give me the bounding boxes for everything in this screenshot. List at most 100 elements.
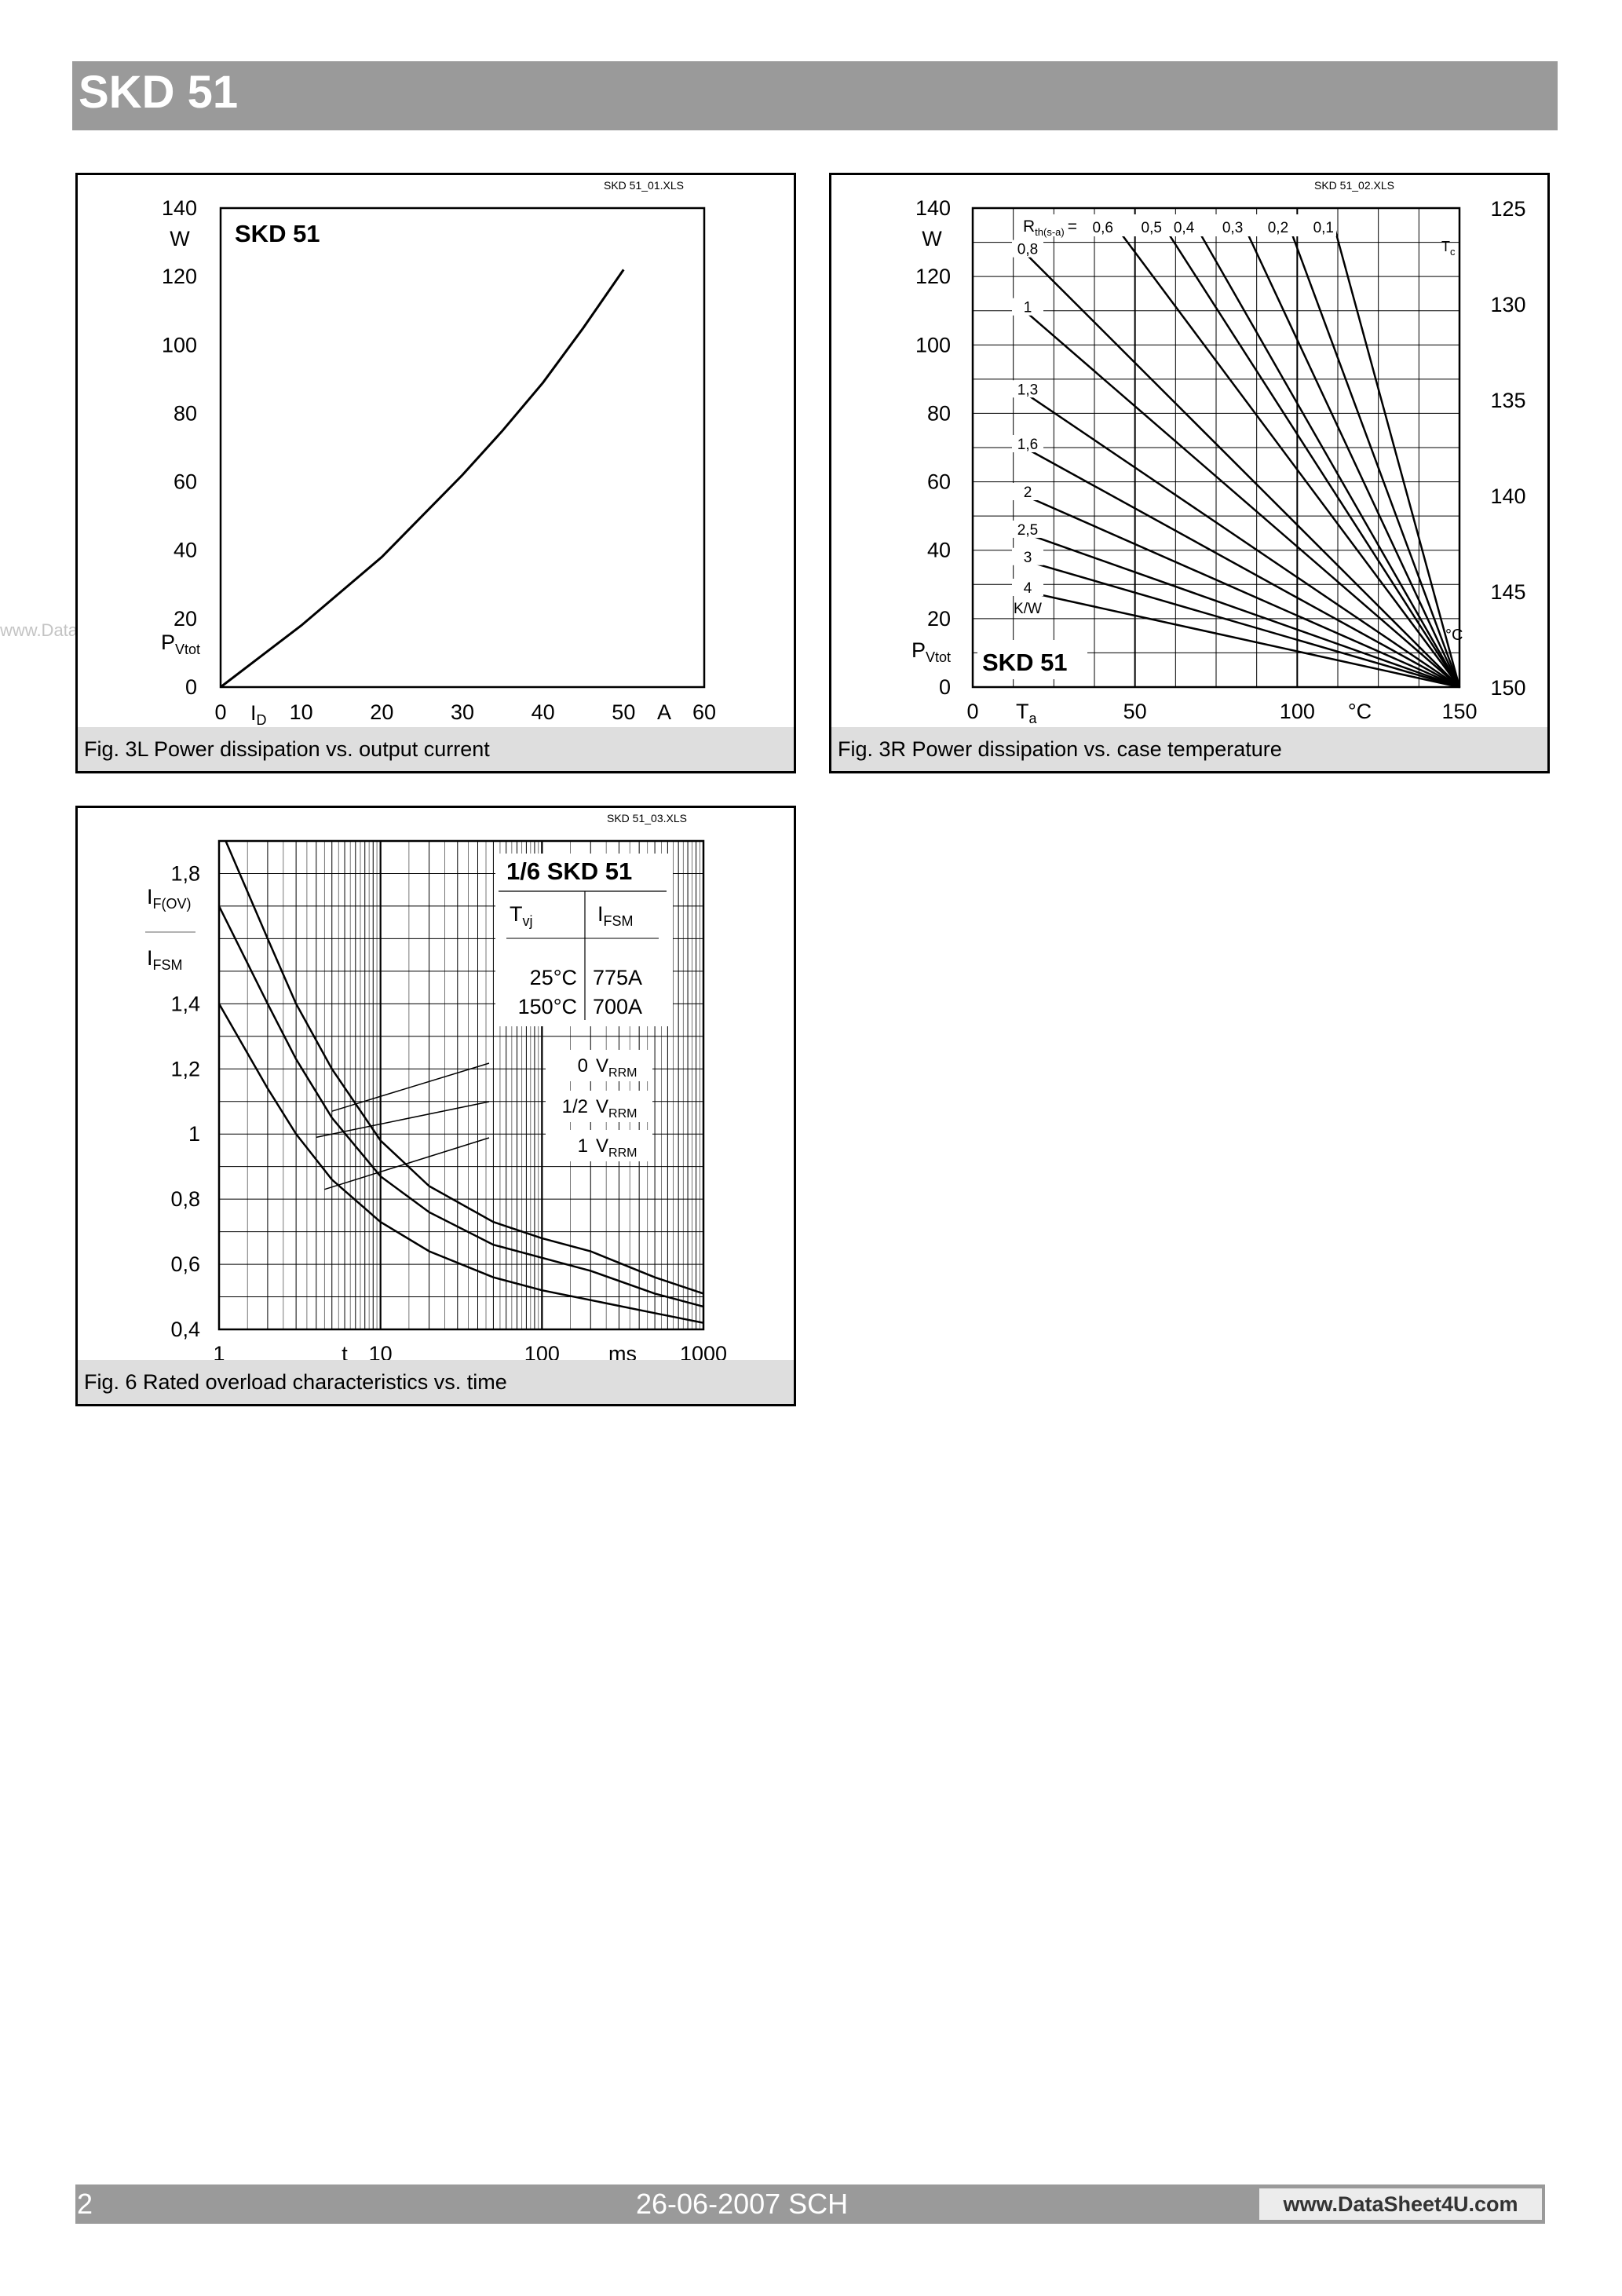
chart-3l-x-tick-label: 40: [532, 700, 555, 724]
chart-3r-series-line: [1160, 221, 1461, 688]
chart-6-series-line: [217, 1003, 704, 1324]
chart-6-y-tick-label: 0,4: [170, 1318, 200, 1341]
chart-6-table-col2-main: I: [597, 902, 604, 926]
chart-3r-series-line: [1024, 309, 1460, 688]
chart-3r-rth-left-bg: [1012, 239, 1043, 258]
chart-3r-rth-left-bg: [1012, 298, 1043, 316]
chart-3r-rth-left-bg: [1012, 483, 1043, 500]
chart-3r-x-label-sub: a: [1029, 711, 1038, 726]
chart-6-leader-line: [324, 1137, 490, 1190]
chart-6-plot-frame: [217, 839, 705, 1331]
chart-3r-series-line: [1240, 221, 1461, 688]
chart-3l-y-tick-label: 0: [185, 675, 197, 699]
chart-3l-y-tick-label: 60: [174, 470, 197, 494]
chart-6-curve-label-sub: RRM: [608, 1107, 637, 1121]
chart-3r-rth-left-label: 4: [1024, 580, 1032, 597]
chart-3r-series-line: [1024, 446, 1460, 689]
figure-6-caption: Fig. 6 Rated overload characteristics vs…: [78, 1360, 794, 1404]
chart-3l-y-unit: W: [170, 227, 190, 250]
chart-3l-svg: SKD 51_01.XLS SKD 51 020406080100120140 …: [161, 179, 716, 727]
chart-6-x-tick-label: 100: [524, 1342, 560, 1360]
chart-3l-y-label: PVtot: [161, 631, 200, 657]
chart-3r-series-line: [1024, 590, 1460, 689]
chart-6-x-ticks: 1 10 100 1000: [213, 1342, 727, 1360]
chart-3l-x-label-sub: D: [257, 712, 267, 727]
chart-3r-tc-unit: °C: [1445, 627, 1463, 644]
chart-3r-series-line: [1024, 251, 1460, 688]
figure-3l-caption: Fig. 3L Power dissipation vs. output cur…: [78, 727, 794, 771]
chart-3r-tc-ticks: 125 130 135 140 145 150: [1490, 197, 1525, 700]
chart-6-x-tick-label: 1: [213, 1342, 225, 1360]
chart-3r-series-line: [1193, 221, 1461, 688]
chart-3r-y-tick-label: 100: [915, 333, 951, 356]
chart-6-curve-label-prefix: 1: [578, 1135, 588, 1157]
chart-6-series-line: [217, 905, 704, 1308]
chart-3l-x-unit: A: [657, 700, 671, 724]
footer-url-badge: www.DataSheet4U.com: [1259, 2188, 1542, 2220]
chart-3r-series-line: [1024, 392, 1460, 689]
chart-3l-x-label-main: I: [250, 701, 257, 725]
chart-6-y-tick-label: 1: [188, 1122, 200, 1146]
footer-page-number: 2: [77, 2188, 93, 2220]
chart-6-y-label-den-sub: FSM: [153, 957, 183, 973]
chart-3r-rth-unit: K/W: [1014, 601, 1042, 617]
chart-6-x-label: t: [342, 1342, 348, 1360]
chart-3r-series-line: [1111, 221, 1461, 688]
chart-3l-x-tick-label: 60: [692, 700, 716, 724]
chart-3l-y-tick-label: 80: [174, 401, 197, 425]
chart-3r-tc-tick-label: 140: [1490, 484, 1525, 508]
chart-3r-tc-tick-label: 150: [1490, 676, 1525, 700]
chart-3r-rth-top-label: 0,6: [1093, 220, 1113, 236]
chart-3r-rth-top-label: 0,2: [1268, 220, 1288, 236]
figure-6: SKD 51_03.XLS 0 VRRM 1/2 VRRM 1 VRRM 1/6 SKD …: [75, 806, 796, 1406]
chart-3r-rth-left-bg: [1012, 435, 1043, 452]
chart-3r-x-tick-label: 100: [1280, 700, 1315, 723]
chart-6-curve-label-prefix: 0: [578, 1055, 588, 1077]
chart-3l-x-tick-label: 30: [451, 700, 474, 724]
chart-3l-series: [220, 269, 625, 689]
chart-6-y-tick-label: 0,6: [170, 1252, 200, 1276]
chart-3r-y-tick-label: 120: [915, 265, 951, 288]
chart-3r-x-label: Ta: [1016, 700, 1038, 726]
chart-3r-series-line: [1024, 494, 1460, 689]
chart-3r-tc-tick-label: 145: [1490, 580, 1525, 604]
chart-3l-y-label-sub: Vtot: [175, 642, 200, 657]
chart-3r-rth-left-label: 1: [1024, 300, 1032, 316]
chart-3r-y-label-main: P: [911, 638, 926, 662]
chart-3l-legend-label: SKD 51: [235, 220, 320, 247]
chart-6-y-label-num-sub: F(OV): [153, 896, 192, 912]
chart-3r-rth-eq: =: [1068, 218, 1077, 236]
chart-3r-y-tick-label: 0: [939, 675, 951, 699]
chart-3r-rth-top-label: 0,5: [1142, 220, 1162, 236]
chart-3r-y-unit: W: [922, 227, 942, 250]
chart-6-table-col1-main: T: [510, 902, 523, 926]
chart-3r-x-tick-label: 50: [1123, 700, 1147, 723]
chart-3r-rth-left-bg: [1012, 547, 1043, 565]
chart-3l-y-tick-label: 140: [162, 196, 197, 220]
chart-6-x-tick-label: 1000: [680, 1342, 727, 1360]
figure-3l: SKD 51_01.XLS SKD 51 0 20 40 60 80 100 120 140 …: [75, 173, 796, 773]
chart-6-leader-line: [331, 1062, 490, 1112]
chart-6-x-tick-label: 10: [369, 1342, 393, 1360]
chart-3r-y-label: PVtot: [911, 638, 951, 665]
chart-6-curve-label-bg: [546, 1130, 652, 1161]
chart-3l-y-tick-label: 100: [162, 333, 197, 356]
chart-6-table-col1-sub: vj: [523, 913, 533, 929]
chart-3l-file-tag: SKD 51_01.XLS: [604, 179, 684, 192]
chart-3r-y-tick-label: 20: [927, 607, 951, 631]
chart-3r-series: [1024, 221, 1461, 689]
chart-3r-series-line: [1332, 221, 1461, 688]
chart-3r-tc-label: Tc: [1441, 239, 1456, 258]
chart-6-curve-label-sub: RRM: [608, 1066, 637, 1080]
chart-6-y-tick-label: 1,2: [170, 1057, 200, 1080]
chart-3r-y-tick-label: 60: [927, 470, 951, 494]
chart-3r-svg: SKD 51_02.XLS SKD 51 020406080100120140 …: [911, 179, 1526, 726]
footer-date-author: 26-06-2007 SCH: [636, 2188, 849, 2220]
chart-3r-legend-bg: [977, 640, 1087, 679]
chart-3r-tc-tick-label: 135: [1490, 389, 1525, 412]
chart-3l-y-ticks: 0 20 40 60 80 100 120 140: [162, 196, 197, 699]
chart-3l-x-tick-label: 10: [290, 700, 313, 724]
chart-3r-series-line: [1024, 559, 1460, 689]
chart-6-table-col1: Tvj: [510, 902, 533, 929]
